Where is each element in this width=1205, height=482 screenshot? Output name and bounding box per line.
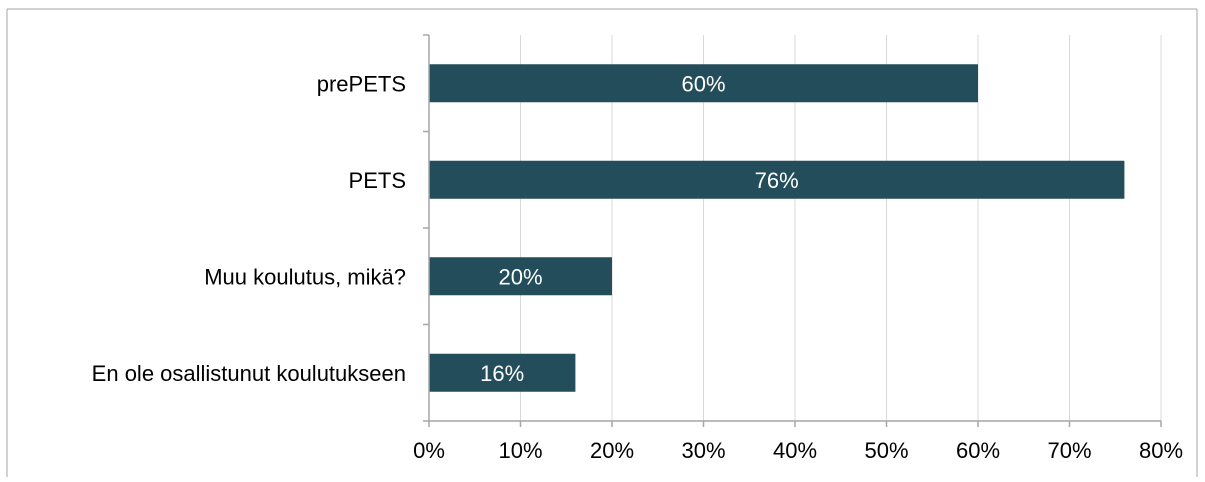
data-label: 16%	[480, 361, 524, 386]
data-label: 76%	[755, 168, 799, 193]
x-tick-label: 30%	[681, 438, 725, 463]
x-tick-label: 50%	[864, 438, 908, 463]
data-label: 60%	[681, 71, 725, 96]
x-tick-label: 70%	[1047, 438, 1091, 463]
x-tick-label: 20%	[590, 438, 634, 463]
x-tick-label: 0%	[413, 438, 445, 463]
category-label: En ole osallistunut koulutukseen	[92, 361, 406, 386]
bar	[429, 160, 1125, 199]
x-tick-label: 60%	[956, 438, 1000, 463]
category-label: PETS	[349, 168, 406, 193]
category-label: prePETS	[317, 71, 406, 96]
x-tick-label: 10%	[498, 438, 542, 463]
bar	[429, 353, 576, 392]
labels: 60% prePETS 76% PETS 20% Muu koulutus, mikä? 1…	[92, 71, 1183, 463]
x-tick-label: 40%	[773, 438, 817, 463]
bar	[429, 64, 978, 103]
bars	[429, 64, 1125, 392]
axes	[423, 34, 1162, 427]
category-label: Muu koulutus, mikä?	[204, 264, 406, 289]
x-tick-label: 80%	[1139, 438, 1183, 463]
data-label: 20%	[498, 264, 542, 289]
bar	[429, 257, 612, 296]
chart-frame	[6, 8, 1198, 477]
